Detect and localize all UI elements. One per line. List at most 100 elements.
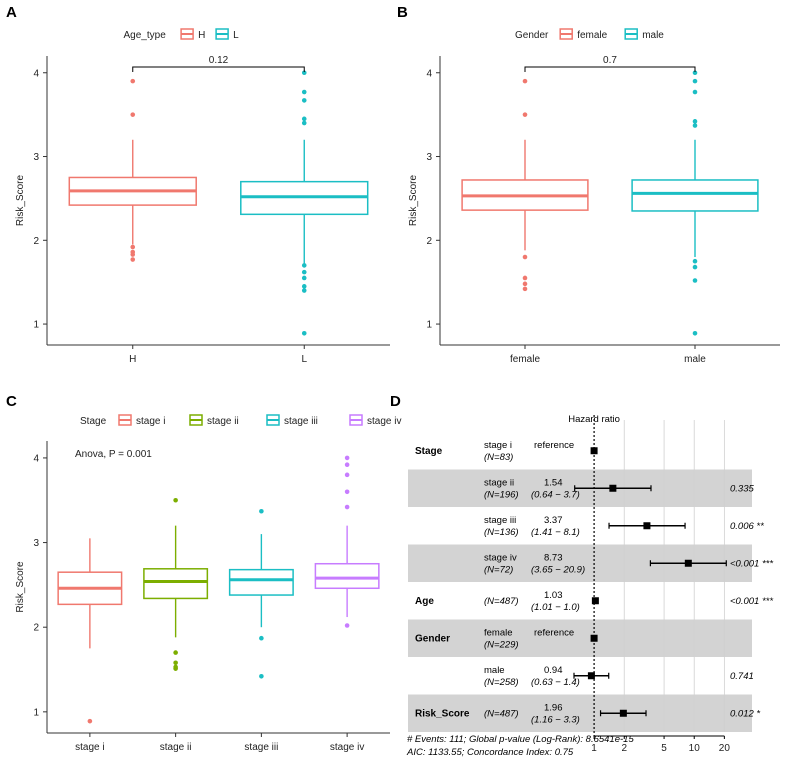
row-level: stage iv <box>484 552 517 563</box>
forest-row: Risk_Score (N=487) 1.96(1.16 − 3.3) 0.012 * <box>415 702 760 725</box>
row-level: female <box>484 627 513 638</box>
row-variable: Age <box>415 596 434 607</box>
legend-label: H <box>198 30 205 41</box>
legend-label: male <box>642 30 664 41</box>
forest-panel-d: D Hazard ratio Stage stage i(N=83) reference… <box>390 393 773 758</box>
outlier-point <box>87 718 93 724</box>
outlier-point <box>301 116 307 122</box>
outlier-point <box>522 112 528 117</box>
forest-row: stage ii(N=196) 1.54(0.64 − 3.7) 0.335 <box>484 477 754 500</box>
box-iqr <box>631 179 759 212</box>
anova-annotation: Anova, P = 0.001 <box>75 449 152 460</box>
boxplot-panel-c: C Stage stage i stage ii stage iii stage iv 1 2… <box>6 393 401 753</box>
outlier-point <box>522 275 528 281</box>
row-variable: Risk_Score <box>415 708 470 719</box>
y-axis-title: Risk_Score <box>408 175 419 227</box>
row-n: (N=83) <box>484 452 513 463</box>
outlier-point <box>301 284 307 289</box>
box-stage-iii <box>228 508 294 679</box>
y-tick-label: 2 <box>33 623 39 634</box>
outlier-point <box>692 258 698 264</box>
x-tick-label: 1 <box>591 743 597 754</box>
y-tick-label: 2 <box>33 236 39 247</box>
x-tick-label: stage ii <box>160 742 192 753</box>
legend: Gender female male <box>515 28 664 41</box>
row-hr: 1.54 <box>544 477 563 488</box>
outlier-point <box>344 462 350 467</box>
legend-label: stage i <box>136 416 165 427</box>
outlier-point <box>173 666 178 671</box>
forest-row: Age (N=487) 1.03(1.01 − 1.0) <0.001 *** <box>415 590 773 613</box>
forest-row: male(N=258) 0.94(0.63 − 1.4) 0.741 <box>484 665 754 688</box>
forest-row: stage iii(N=136) 3.37(1.41 − 8.1) 0.006 ** <box>484 515 764 538</box>
outlier-point <box>522 286 528 292</box>
x-tick-label: 10 <box>689 743 701 754</box>
row-hr: reference <box>534 627 574 638</box>
outlier-point <box>130 257 136 262</box>
row-n: (N=258) <box>484 677 519 688</box>
box-stage-iv <box>314 455 380 628</box>
comparison-bracket: 0.7 <box>524 55 696 72</box>
legend: Stage stage i stage ii stage iii stage iv <box>80 414 401 427</box>
outlier-point <box>344 504 350 510</box>
row-ci: (3.65 − 20.9) <box>531 564 585 575</box>
row-p-value: 0.335 <box>730 483 754 494</box>
outlier-point <box>301 269 307 275</box>
x-tick-label: male <box>684 354 706 365</box>
outlier-point <box>692 119 698 124</box>
panel-label: B <box>397 4 408 21</box>
outlier-point <box>692 70 698 76</box>
panel-label: A <box>6 4 17 21</box>
row-p-value: 0.012 * <box>730 708 760 719</box>
legend-key-stage-iv <box>349 414 363 426</box>
box-female <box>461 78 589 292</box>
row-hr: 3.37 <box>544 515 563 526</box>
outlier-point <box>692 89 698 95</box>
row-ci: (1.41 − 8.1) <box>531 527 580 538</box>
outlier-point <box>301 330 307 336</box>
outlier-point <box>522 254 528 260</box>
box-stage-ii <box>143 497 209 671</box>
y-tick-label: 4 <box>33 68 39 79</box>
x-tick-label: stage i <box>75 742 104 753</box>
hazard-point <box>684 559 692 567</box>
hazard-point <box>609 484 617 492</box>
comparison-p-value: 0.12 <box>209 55 229 66</box>
legend-title: Stage <box>80 416 107 427</box>
y-axis-title: Risk_Score <box>15 175 26 227</box>
outlier-point <box>130 78 136 84</box>
footer-line-1: # Events: 111; Global p-value (Log-Rank)… <box>407 734 634 745</box>
hazard-point <box>619 709 627 717</box>
x-tick-label: 5 <box>661 743 667 754</box>
row-ci: (0.64 − 3.7) <box>531 489 580 500</box>
hazard-point <box>590 447 598 455</box>
legend-key-H <box>180 28 194 40</box>
row-shade <box>408 619 752 657</box>
row-p-value: 0.741 <box>730 671 754 682</box>
row-p-value: <0.001 *** <box>730 596 773 607</box>
row-variable: Stage <box>415 446 443 457</box>
box-iqr <box>143 568 209 600</box>
y-tick-label: 4 <box>33 453 39 464</box>
legend-key-female <box>559 28 573 40</box>
row-n: (N=487) <box>484 596 519 607</box>
outlier-point <box>259 508 264 514</box>
y-tick-label: 1 <box>33 320 39 331</box>
row-hr: reference <box>534 440 574 451</box>
legend-title: Gender <box>515 30 549 41</box>
box-H <box>68 78 197 262</box>
row-ci: (0.63 − 1.4) <box>531 677 580 688</box>
x-tick-label: female <box>510 354 540 365</box>
outlier-point <box>301 70 307 76</box>
row-hr: 0.94 <box>544 665 563 676</box>
y-tick-label: 1 <box>426 320 432 331</box>
legend-label: female <box>577 30 607 41</box>
hazard-point <box>643 522 651 530</box>
row-level: stage i <box>484 440 512 451</box>
row-p-value: 0.006 ** <box>730 521 764 532</box>
y-tick-label: 2 <box>426 236 432 247</box>
hazard-point <box>590 634 598 642</box>
box-iqr <box>314 562 380 590</box>
